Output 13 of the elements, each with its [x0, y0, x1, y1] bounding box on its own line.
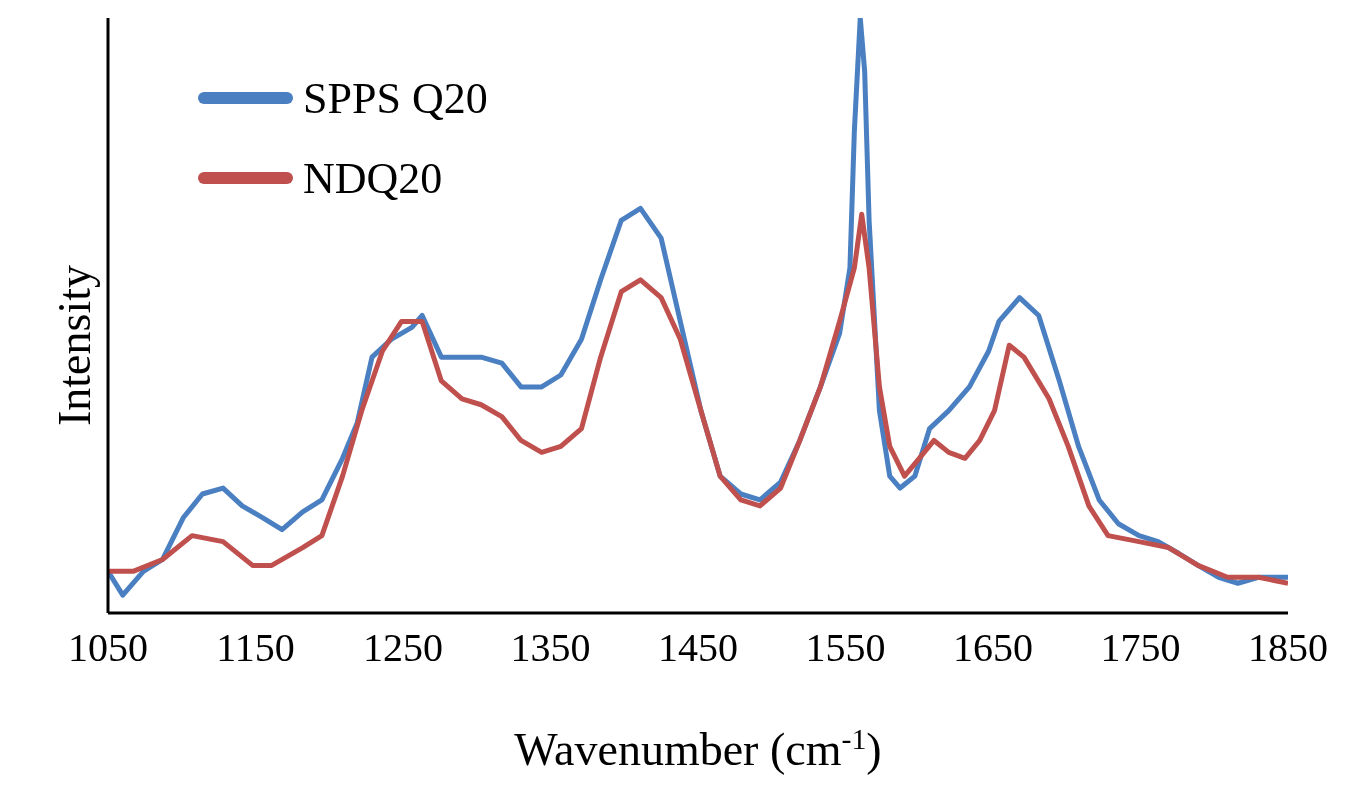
x-tick-label: 1150 — [216, 625, 295, 671]
x-tick-label: 1850 — [1248, 625, 1328, 671]
x-tick-label: 1250 — [363, 625, 443, 671]
legend-label: SPPS Q20 — [303, 72, 488, 124]
x-tick-label: 1450 — [658, 625, 738, 671]
x-tick-label: 1750 — [1100, 625, 1181, 671]
x-tick-label: 1050 — [68, 625, 148, 671]
x-tick-label: 1550 — [805, 625, 886, 671]
x-tick-label: 1650 — [953, 625, 1033, 671]
legend-label: NDQ20 — [303, 152, 443, 204]
x-axis-title: Wavenumber (cm$^{-1}$) — [514, 721, 882, 775]
x-tick-label: 1350 — [510, 625, 591, 671]
y-axis-title: Intensity — [49, 265, 100, 426]
